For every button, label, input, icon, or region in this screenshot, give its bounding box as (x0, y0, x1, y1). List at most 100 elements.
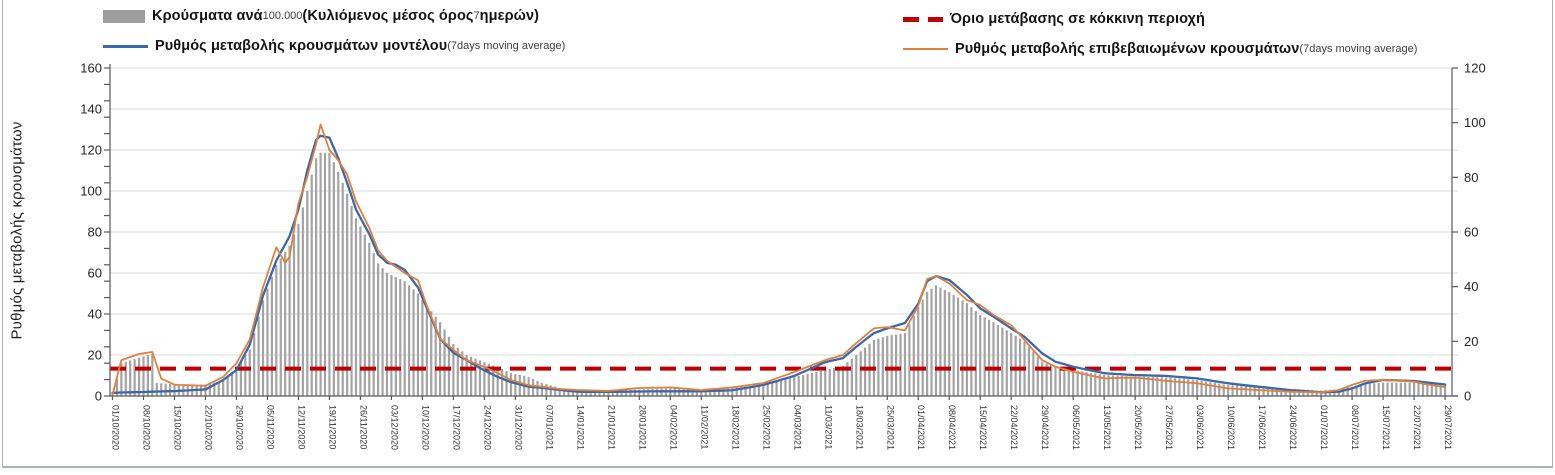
bar (328, 152, 331, 396)
bar (1054, 365, 1057, 396)
x-tick-label: 03/12/2020 (389, 405, 399, 450)
bar (748, 386, 752, 396)
bar (881, 337, 884, 396)
model-line (111, 134, 1447, 395)
bar (1355, 385, 1358, 396)
y-right-tick-label: 0 (1464, 389, 1471, 404)
bar (1129, 376, 1132, 396)
x-tick-label: 13/05/2021 (1102, 405, 1112, 450)
bar (633, 389, 636, 396)
bar (598, 390, 601, 396)
bar (115, 378, 119, 396)
bar (1173, 378, 1177, 396)
legend-label-segment: (Κυλιόμενος μέσος όρος (302, 8, 474, 24)
bar (261, 300, 265, 396)
bar (372, 253, 375, 396)
bar (965, 303, 969, 396)
bar (1107, 375, 1110, 396)
bar (567, 388, 570, 396)
bar (580, 390, 583, 396)
bar (819, 371, 822, 396)
x-tick-label: 05/11/2020 (265, 405, 275, 449)
bar (377, 263, 380, 396)
bar (788, 378, 791, 396)
bar (1142, 376, 1146, 396)
y-left-tick-label: 60 (88, 266, 102, 281)
y-right-tick-label: 40 (1464, 279, 1478, 294)
x-tick-label: 15/07/2021 (1381, 405, 1391, 450)
bar (1235, 385, 1239, 396)
y-left-tick-label: 100 (80, 184, 102, 199)
x-tick-label: 04/02/2021 (668, 405, 678, 450)
bar (908, 324, 911, 396)
y-right-tick-label: 60 (1464, 225, 1478, 240)
bar (859, 351, 862, 396)
bar (346, 193, 349, 396)
bar (952, 294, 955, 396)
legend-label-segment: (7days moving average) (1299, 43, 1418, 55)
bar (1058, 366, 1062, 396)
bar (1196, 379, 1199, 396)
bar (368, 242, 371, 396)
bar (288, 245, 291, 396)
bar (1076, 370, 1079, 396)
bar (895, 334, 898, 396)
bar (222, 380, 225, 396)
bar (470, 356, 473, 396)
bar (593, 390, 597, 396)
bar (828, 369, 831, 396)
x-tick-label: 06/05/2021 (1071, 405, 1081, 450)
x-tick-label: 17/06/2021 (1257, 405, 1267, 450)
bar (120, 363, 123, 396)
bar (686, 389, 690, 396)
bar (1249, 386, 1252, 396)
bar (886, 335, 889, 396)
bar (779, 380, 783, 396)
bar (682, 389, 685, 396)
bar (1187, 379, 1190, 396)
x-tick-label: 21/01/2021 (606, 405, 616, 450)
bar (1399, 382, 1402, 396)
bar (983, 317, 986, 396)
x-tick-label: 07/01/2021 (544, 405, 554, 450)
x-tick-label: 29/07/2021 (1443, 405, 1453, 450)
bar (762, 385, 765, 396)
bar (1116, 375, 1119, 396)
legend-label-segment: Όριο μετάβασης σε κόκκινη περιοχή (950, 11, 1205, 27)
y-left-tick-label: 20 (88, 348, 102, 363)
bar (1204, 381, 1208, 396)
bar (1036, 356, 1039, 396)
bar (1271, 387, 1274, 396)
bar (837, 366, 840, 396)
bar (151, 353, 154, 396)
x-tick-label: 22/07/2021 (1412, 405, 1422, 450)
x-tick-label: 15/10/2020 (172, 405, 182, 450)
bar (137, 357, 141, 396)
bar (319, 152, 322, 396)
bar (1364, 383, 1367, 396)
bar (1160, 377, 1163, 396)
bar (279, 258, 282, 396)
bar (155, 382, 158, 396)
bar (903, 333, 907, 396)
bar (1200, 380, 1203, 396)
bar (1386, 382, 1389, 396)
x-tick-label: 04/03/2021 (792, 405, 802, 450)
bar (412, 289, 415, 396)
bar (1085, 372, 1088, 396)
x-tick-label: 25/03/2021 (885, 405, 895, 450)
bar (341, 182, 344, 396)
bar (332, 162, 335, 396)
bar (1227, 385, 1230, 396)
bar (806, 373, 809, 396)
x-tick-label: 15/04/2021 (978, 405, 988, 450)
bar (824, 370, 827, 396)
bar (793, 376, 796, 396)
bar (992, 322, 995, 396)
bar (717, 388, 721, 396)
bar (1178, 378, 1181, 396)
y-right-tick-label: 120 (1464, 61, 1486, 76)
bar (292, 234, 296, 396)
bar (478, 360, 482, 396)
bar (275, 264, 278, 396)
